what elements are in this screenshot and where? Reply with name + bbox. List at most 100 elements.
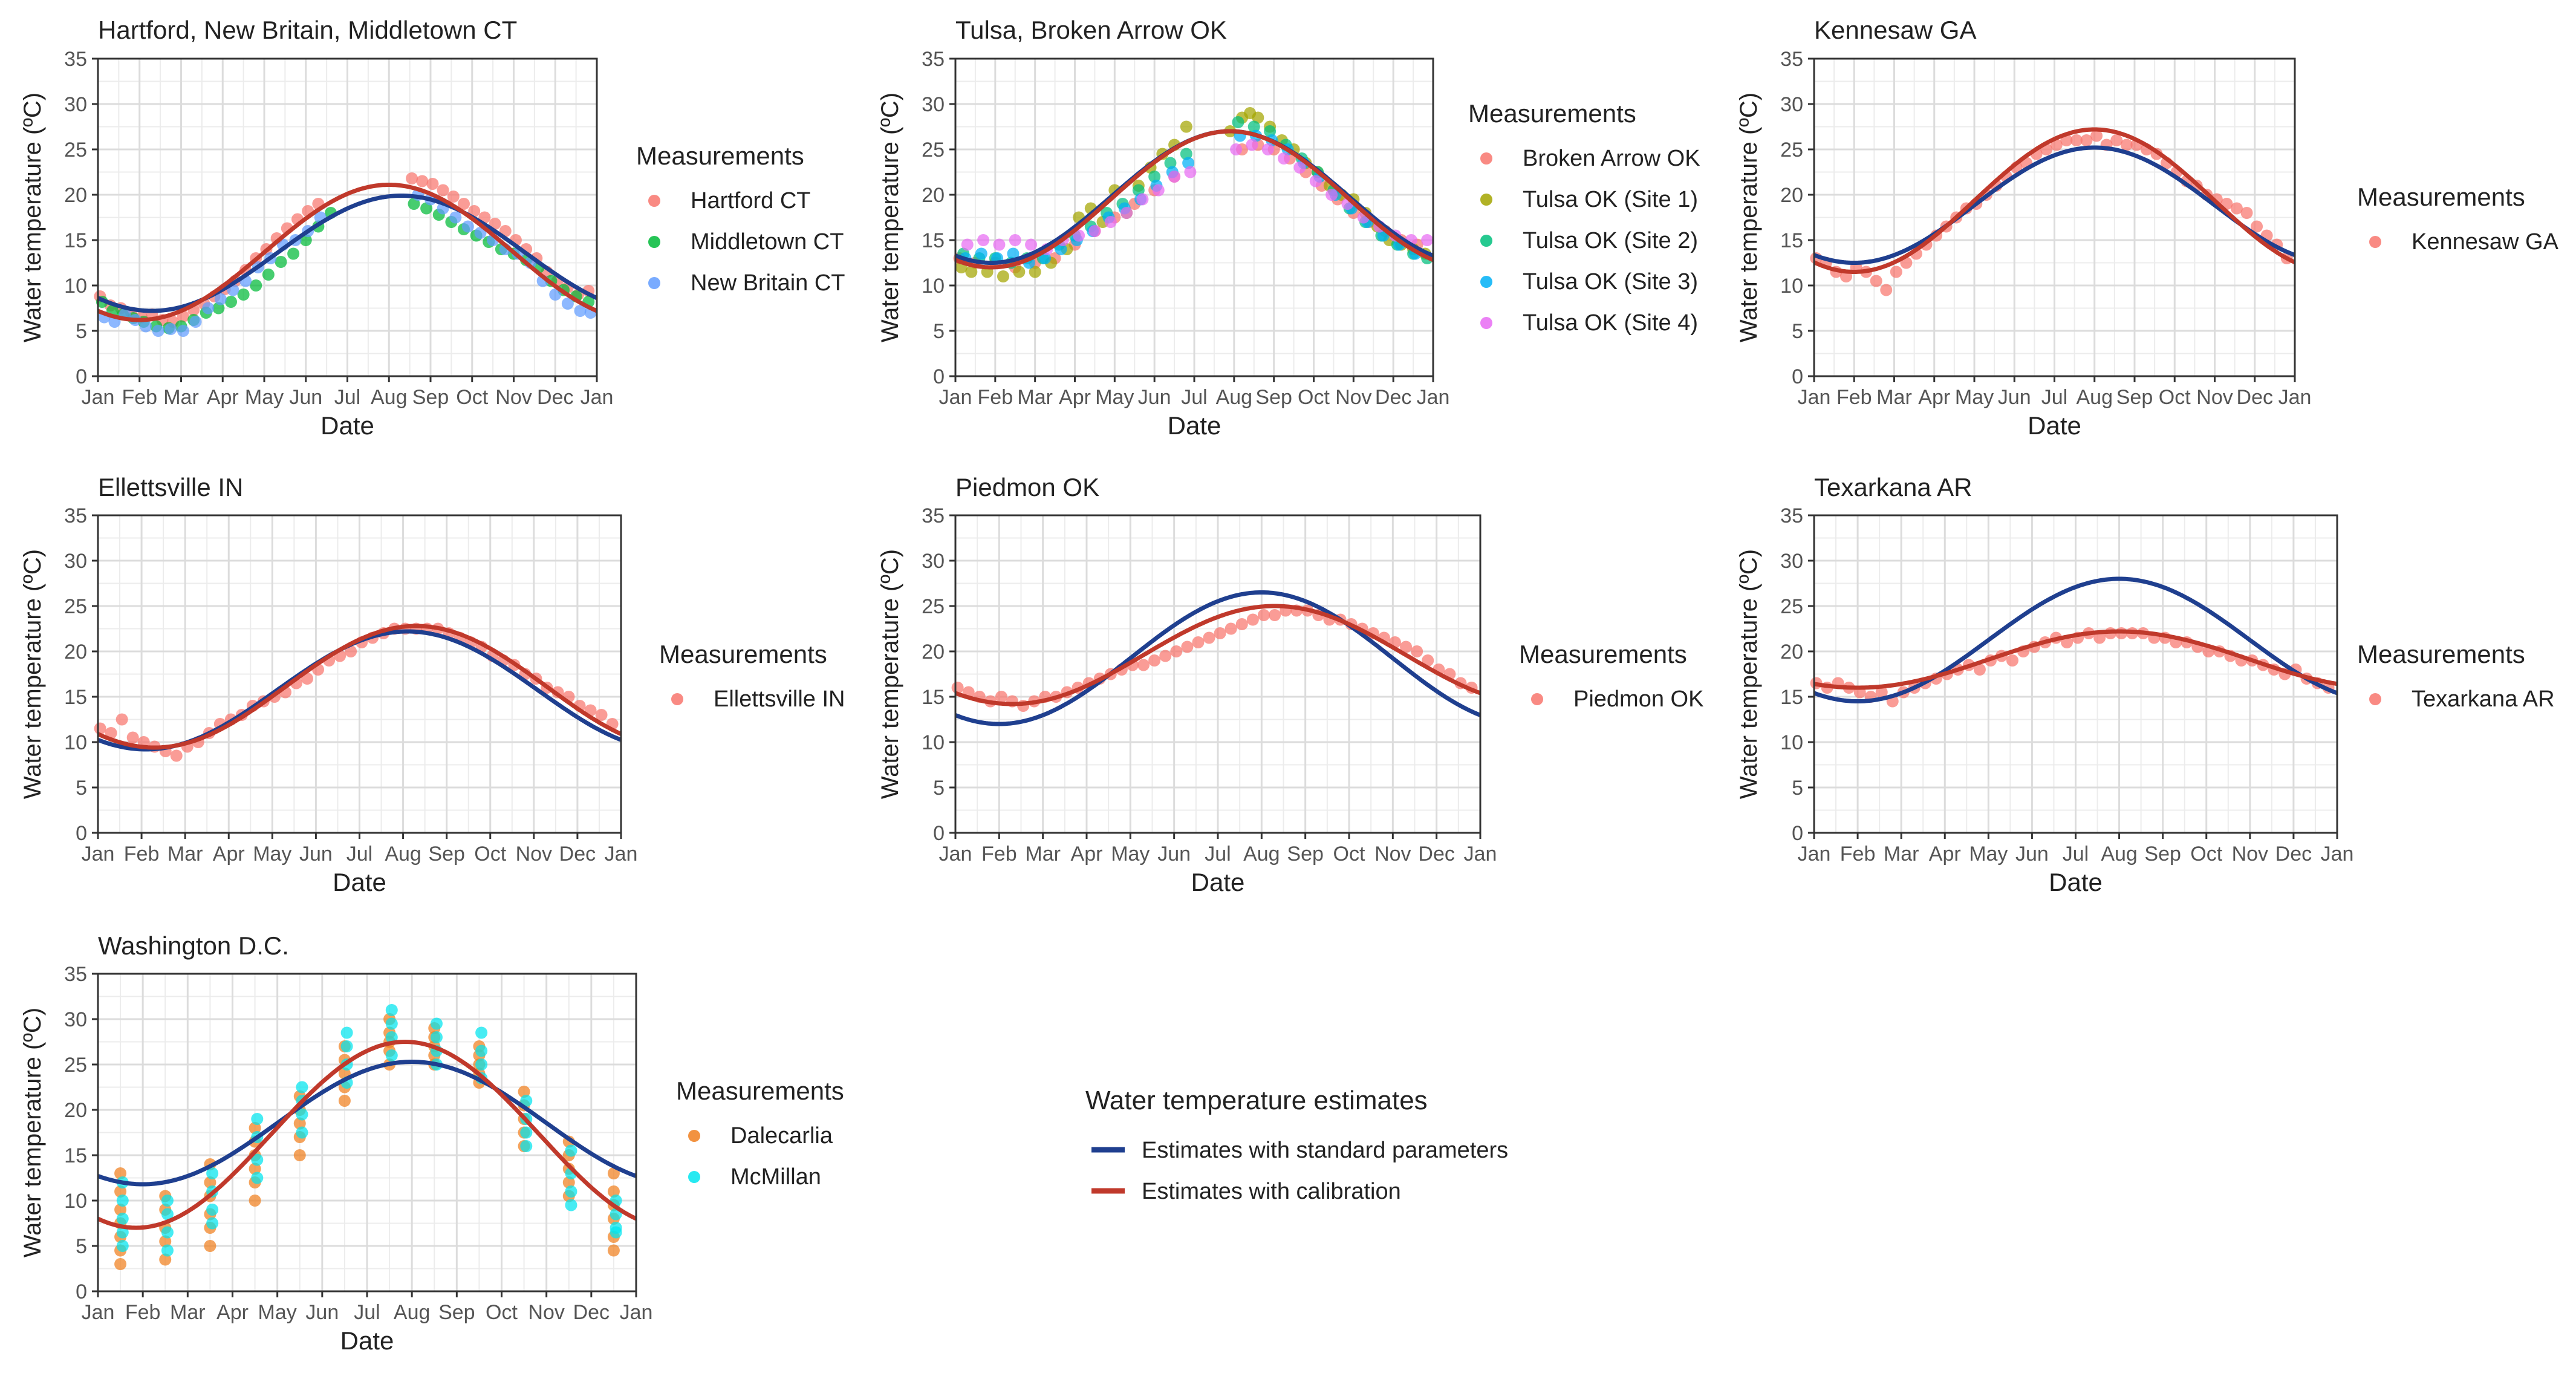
data-point: [296, 1126, 308, 1139]
y-axis-title: Water temperature (ºC): [19, 93, 46, 342]
legend-label: Tulsa OK (Site 4): [1523, 310, 1698, 336]
standard-estimate-line: [1813, 576, 2338, 703]
panel-title: Kennesaw GA: [1814, 16, 1977, 44]
x-tick-label: Sep: [2116, 386, 2153, 409]
data-point: [1170, 645, 1183, 657]
data-point: [420, 202, 433, 215]
x-tick-label: Jan: [1798, 843, 1831, 866]
data-point: [1104, 216, 1117, 228]
x-tick-label: Feb: [124, 843, 160, 866]
data-point: [2110, 134, 2123, 146]
y-tick-label: 35: [922, 504, 945, 527]
x-tick-label: Apr: [1929, 843, 1961, 866]
data-point: [161, 1226, 174, 1239]
legend-title: Measurements: [636, 142, 804, 170]
x-axis-title: Date: [340, 1326, 394, 1355]
y-tick-label: 35: [64, 504, 87, 527]
y-tick-label: 25: [64, 139, 87, 161]
x-tick-label: Apr: [1059, 386, 1091, 409]
data-point: [206, 1204, 219, 1216]
legend-label: New Britain CT: [691, 270, 845, 296]
data-point: [430, 1017, 443, 1030]
data-point: [565, 1144, 577, 1157]
x-tick-label: Jan: [1464, 843, 1497, 866]
data-point: [2251, 220, 2263, 233]
x-tick-label: Jan: [581, 386, 614, 409]
data-point: [2070, 134, 2083, 146]
y-tick-label: 25: [1780, 595, 1803, 618]
y-axis-title: Water temperature (ºC): [877, 549, 903, 799]
y-tick-label: 30: [64, 1008, 87, 1031]
panel-title: Tulsa, Broken Arrow OK: [955, 16, 1227, 44]
data-point: [212, 302, 225, 315]
y-axis-title: Water temperature (ºC): [19, 549, 46, 799]
data-point: [1120, 207, 1133, 219]
data-point: [406, 172, 418, 184]
y-tick-label: 20: [64, 1099, 87, 1122]
data-point: [1880, 284, 1893, 296]
global-legend: Water temperature estimates Estimates wi…: [1085, 1086, 1508, 1204]
legend-key: [648, 236, 660, 248]
x-tick-label: May: [245, 386, 284, 409]
legend-key: [688, 1171, 700, 1183]
calibration-estimate-line: [97, 624, 622, 750]
y-axis-title: Water temperature (ºC): [877, 93, 903, 342]
legend-key: [1480, 194, 1492, 206]
data-point: [140, 320, 152, 333]
y-tick-label: 25: [64, 1054, 87, 1077]
x-axis-title: Date: [2049, 868, 2103, 896]
data-point: [116, 1195, 129, 1207]
x-tick-label: Apr: [213, 843, 245, 866]
data-point: [437, 184, 449, 197]
legend-key: [1480, 317, 1492, 329]
data-point: [2006, 654, 2018, 667]
y-tick-label: 30: [922, 93, 945, 116]
data-point: [961, 238, 974, 251]
measurements-legend: Measurements Piedmon OK: [1519, 640, 1703, 712]
calibration-estimate-line: [97, 183, 598, 322]
data-point: [1182, 157, 1195, 169]
x-tick-label: Jun: [299, 843, 333, 866]
data-point: [607, 1167, 620, 1179]
data-point: [977, 234, 990, 246]
data-point: [408, 198, 420, 210]
legend-key: [1480, 276, 1492, 288]
y-tick-label: 20: [922, 641, 945, 663]
legend-key: [671, 693, 683, 705]
data-point: [116, 1240, 129, 1252]
data-point: [1870, 275, 1882, 287]
x-tick-label: Aug: [385, 843, 421, 866]
legend-label: Kennesaw GA: [2412, 229, 2559, 255]
chart-panel-1: Hartford, New Britain, Middletown CT 0 5 10…: [19, 16, 845, 440]
data-point: [518, 1086, 530, 1098]
legend-key: [688, 1130, 700, 1142]
data-point: [1152, 184, 1165, 197]
data-point: [296, 1081, 308, 1094]
data-point: [416, 175, 429, 187]
y-axis-title: Water temperature (ºC): [1735, 93, 1762, 342]
data-point: [1013, 266, 1026, 278]
x-tick-label: May: [1969, 843, 2008, 866]
data-point: [1203, 631, 1215, 644]
x-tick-label: Jul: [334, 386, 360, 409]
data-point: [385, 1004, 398, 1016]
data-point: [1875, 686, 1888, 699]
x-tick-label: Sep: [412, 386, 449, 409]
x-tick-label: Sep: [428, 843, 465, 866]
data-point: [1136, 193, 1149, 206]
x-tick-label: Aug: [2101, 843, 2138, 866]
y-tick-label: 5: [76, 1235, 87, 1258]
data-point: [177, 325, 189, 337]
legend-key: [1480, 235, 1492, 247]
legend-key: [2369, 693, 2381, 705]
legend-key: [1480, 152, 1492, 165]
data-point: [159, 1235, 172, 1248]
y-tick-label: 25: [922, 139, 945, 161]
x-tick-label: Jan: [2321, 843, 2354, 866]
data-point: [385, 1017, 398, 1030]
legend-title: Measurements: [1468, 99, 1636, 128]
data-point: [170, 749, 183, 762]
data-point: [1192, 636, 1205, 648]
x-tick-label: Jan: [620, 1301, 653, 1324]
chart-panel-7: Washington D.C. 0 5 10 15 20 25 30 35 Jan Feb Mar Ap…: [19, 931, 844, 1355]
